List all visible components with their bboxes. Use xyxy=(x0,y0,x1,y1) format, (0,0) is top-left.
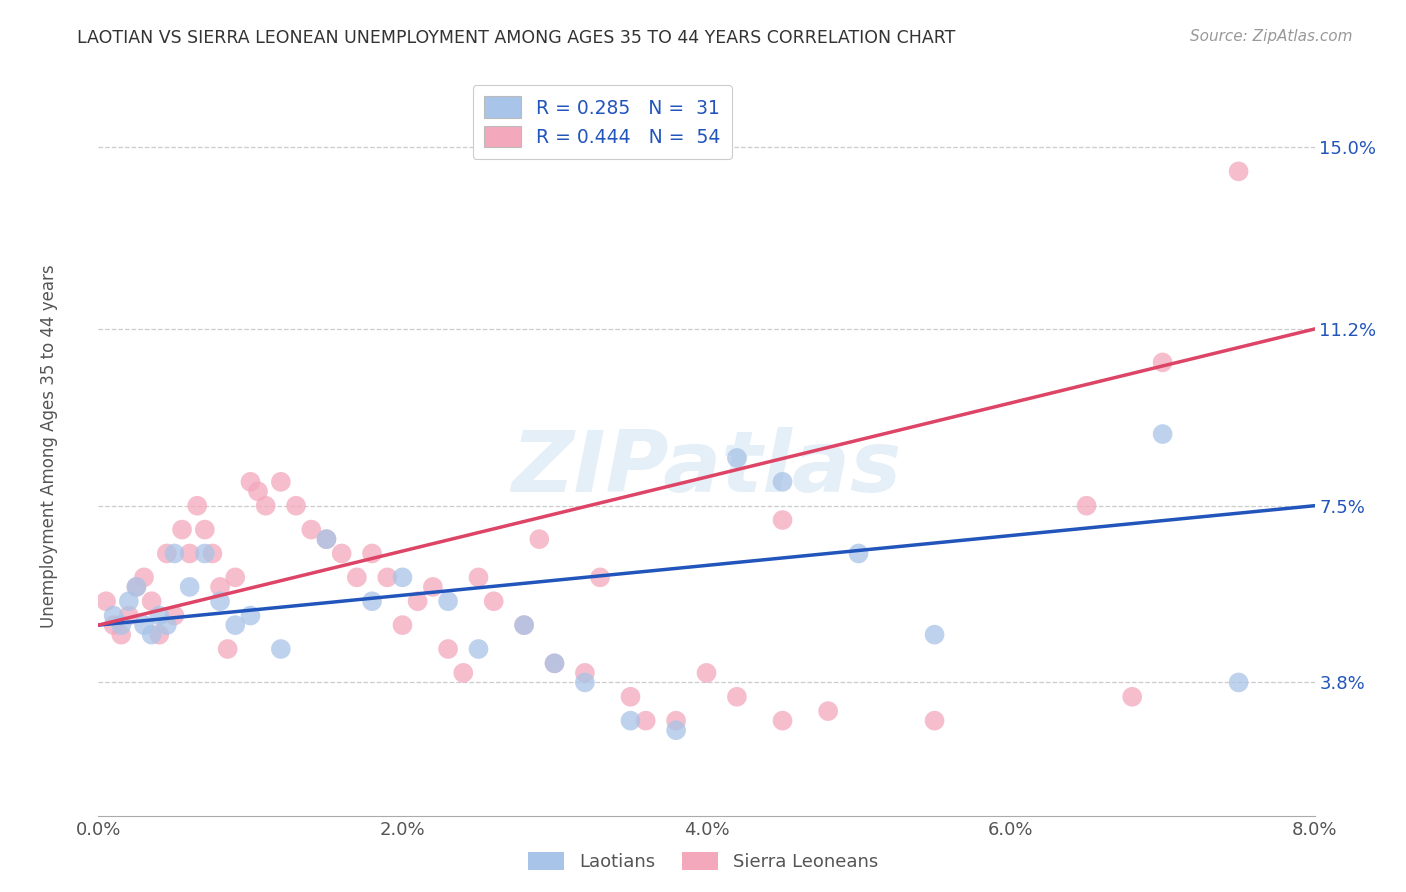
Point xyxy=(529,532,551,546)
Point xyxy=(247,484,270,499)
Legend: Laotians, Sierra Leoneans: Laotians, Sierra Leoneans xyxy=(522,845,884,879)
Point xyxy=(772,475,794,489)
Point xyxy=(513,618,536,632)
Text: Unemployment Among Ages 35 to 44 years: Unemployment Among Ages 35 to 44 years xyxy=(41,264,58,628)
Point xyxy=(179,546,201,560)
Point xyxy=(422,580,444,594)
Point xyxy=(224,618,246,632)
Point xyxy=(589,570,612,584)
Point xyxy=(361,594,384,608)
Point xyxy=(346,570,368,584)
Text: LAOTIAN VS SIERRA LEONEAN UNEMPLOYMENT AMONG AGES 35 TO 44 YEARS CORRELATION CHA: LAOTIAN VS SIERRA LEONEAN UNEMPLOYMENT A… xyxy=(77,29,956,47)
Point xyxy=(330,546,353,560)
Point xyxy=(118,594,141,608)
Point xyxy=(1076,499,1098,513)
Point xyxy=(110,628,132,642)
Point xyxy=(186,499,208,513)
Point xyxy=(270,475,292,489)
Point xyxy=(217,642,239,657)
Point xyxy=(170,523,193,537)
Point xyxy=(194,523,217,537)
Point xyxy=(924,714,946,728)
Point xyxy=(619,714,641,728)
Point xyxy=(437,642,460,657)
Point xyxy=(725,450,748,465)
Point xyxy=(817,704,839,718)
Point xyxy=(772,714,794,728)
Point xyxy=(224,570,246,584)
Point xyxy=(315,532,337,546)
Point xyxy=(391,618,413,632)
Point xyxy=(132,570,155,584)
Point xyxy=(141,628,163,642)
Point xyxy=(574,665,596,680)
Point xyxy=(543,657,565,671)
Point xyxy=(1152,427,1174,442)
Text: Source: ZipAtlas.com: Source: ZipAtlas.com xyxy=(1189,29,1353,45)
Point xyxy=(665,714,688,728)
Point xyxy=(209,594,232,608)
Point xyxy=(299,523,322,537)
Point xyxy=(375,570,398,584)
Point xyxy=(391,570,413,584)
Point xyxy=(103,608,125,623)
Point xyxy=(125,580,148,594)
Point xyxy=(772,513,794,527)
Text: ZIPatlas: ZIPatlas xyxy=(512,426,901,509)
Point xyxy=(543,657,565,671)
Point xyxy=(361,546,384,560)
Point xyxy=(1227,164,1250,178)
Point xyxy=(201,546,224,560)
Point xyxy=(665,723,688,738)
Point xyxy=(924,628,946,642)
Point xyxy=(634,714,657,728)
Point xyxy=(239,475,262,489)
Point xyxy=(118,608,141,623)
Point xyxy=(1121,690,1143,704)
Point xyxy=(619,690,641,704)
Legend: R = 0.285   N =  31, R = 0.444   N =  54: R = 0.285 N = 31, R = 0.444 N = 54 xyxy=(472,86,733,159)
Point xyxy=(467,570,489,584)
Point xyxy=(254,499,277,513)
Point xyxy=(209,580,232,594)
Point xyxy=(156,546,179,560)
Point xyxy=(482,594,505,608)
Point xyxy=(156,618,179,632)
Point xyxy=(163,546,186,560)
Point xyxy=(406,594,429,608)
Point xyxy=(163,608,186,623)
Point xyxy=(315,532,337,546)
Point xyxy=(148,608,170,623)
Point xyxy=(513,618,536,632)
Point xyxy=(179,580,201,594)
Point xyxy=(148,628,170,642)
Point xyxy=(125,580,148,594)
Point xyxy=(194,546,217,560)
Point xyxy=(94,594,117,608)
Point xyxy=(141,594,163,608)
Point xyxy=(453,665,475,680)
Point xyxy=(132,618,155,632)
Point xyxy=(848,546,870,560)
Point xyxy=(110,618,132,632)
Point xyxy=(574,675,596,690)
Point xyxy=(467,642,489,657)
Point xyxy=(1227,675,1250,690)
Point xyxy=(270,642,292,657)
Point xyxy=(103,618,125,632)
Point xyxy=(1152,355,1174,369)
Point xyxy=(285,499,308,513)
Point xyxy=(696,665,718,680)
Point xyxy=(725,690,748,704)
Point xyxy=(437,594,460,608)
Point xyxy=(239,608,262,623)
